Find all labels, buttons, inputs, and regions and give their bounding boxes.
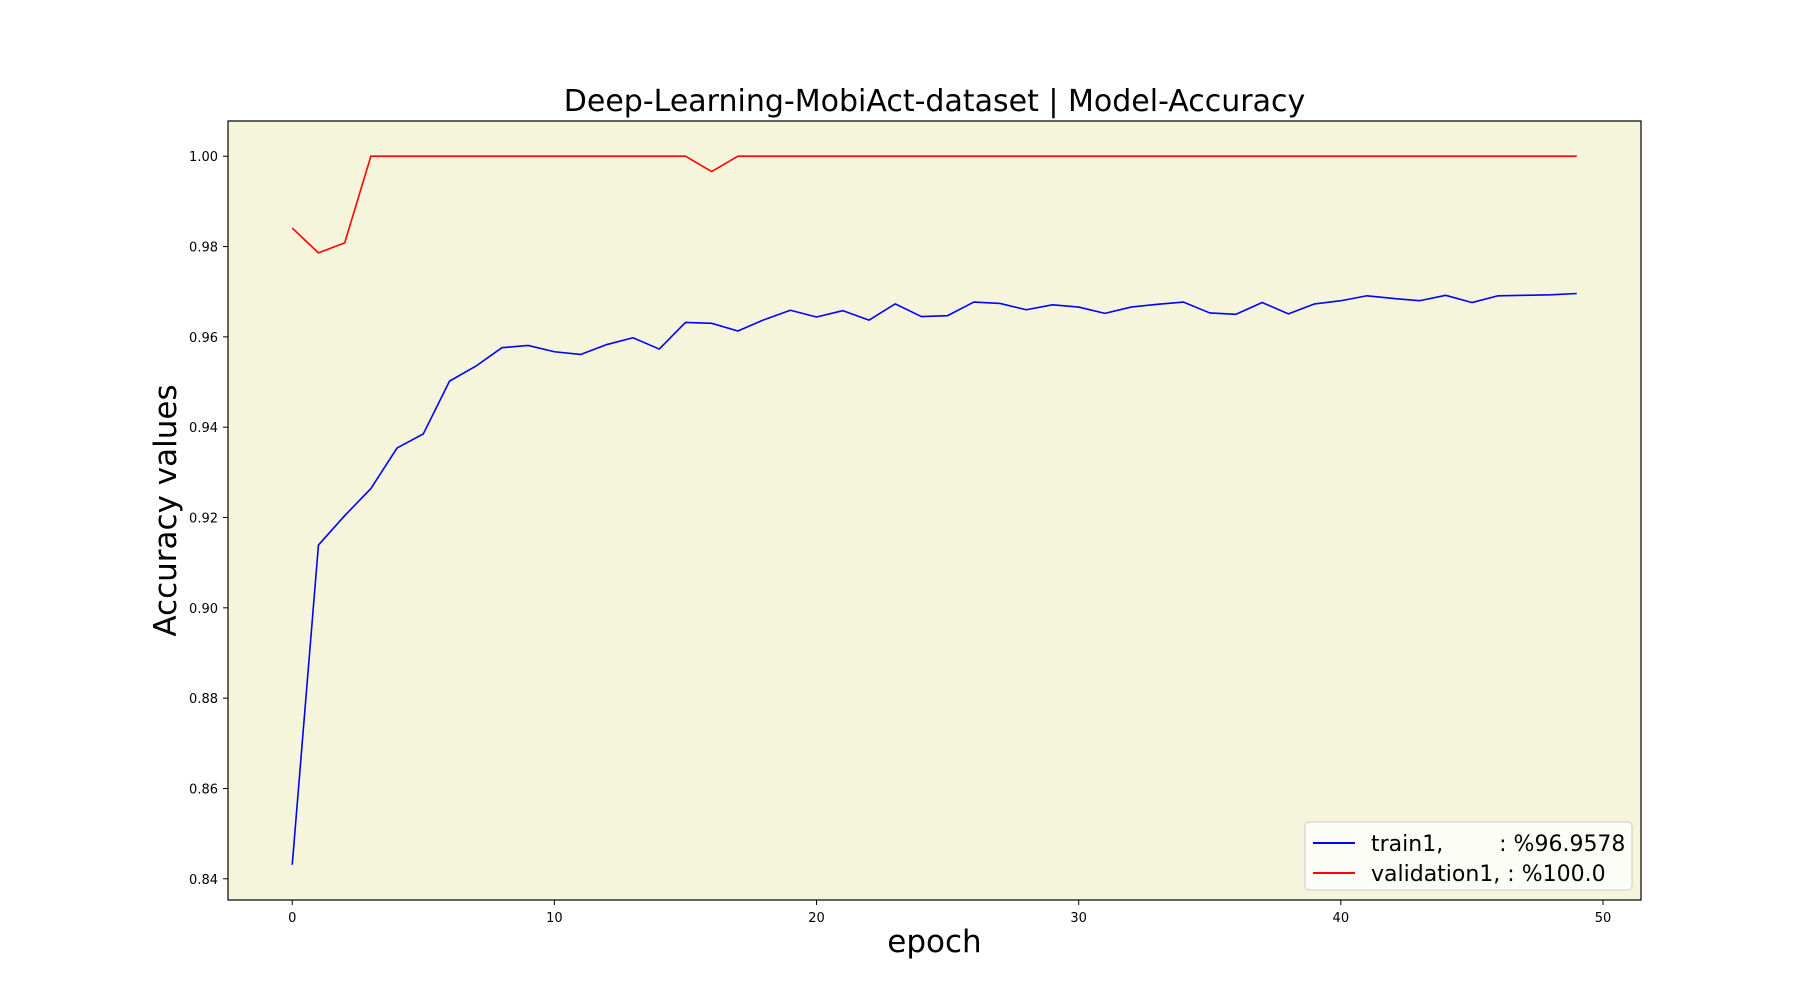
y-tick-label: 0.92 — [189, 511, 218, 526]
x-tick-label: 30 — [1070, 911, 1087, 926]
x-tick-label: 10 — [546, 911, 563, 926]
y-tick-label: 0.94 — [189, 421, 218, 436]
plot-area-background — [228, 121, 1641, 900]
series-layer — [291, 155, 1577, 865]
chart-title: Deep-Learning-MobiAct-dataset | Model-Ac… — [564, 84, 1305, 119]
legend: train1, : %96.9578 validation1, : %100.0 — [1304, 821, 1633, 891]
x-axis-ticks: 0 10 20 30 40 50 — [288, 900, 1611, 926]
y-tick-label: 0.96 — [189, 331, 218, 346]
legend-label: train1, : %96.9578 — [1371, 832, 1625, 857]
y-tick-label: 1.00 — [189, 150, 218, 165]
legend-box — [1304, 821, 1633, 891]
y-axis-label: Accuracy values — [148, 384, 184, 636]
legend-label: validation1, : %100.0 — [1371, 862, 1606, 887]
y-tick-label: 0.98 — [189, 241, 218, 256]
plot-area-frame — [227, 120, 1642, 901]
series-line-train — [291, 292, 1577, 865]
x-tick-label: 50 — [1595, 911, 1612, 926]
x-axis-label: epoch — [887, 924, 981, 960]
y-tick-label: 0.90 — [189, 602, 218, 617]
x-tick-label: 20 — [808, 911, 825, 926]
x-tick-label: 40 — [1333, 911, 1350, 926]
series-line-validation — [291, 155, 1577, 254]
y-tick-label: 0.84 — [189, 873, 218, 888]
y-axis-ticks: 0.84 0.86 0.88 0.90 0.92 0.94 0.96 0.98 1.00 — [189, 150, 228, 888]
x-tick-label: 0 — [288, 911, 296, 926]
y-tick-label: 0.86 — [189, 782, 218, 797]
y-tick-label: 0.88 — [189, 692, 218, 707]
legend-entries: train1, : %96.9578 validation1, : %100.0 — [1313, 832, 1625, 887]
